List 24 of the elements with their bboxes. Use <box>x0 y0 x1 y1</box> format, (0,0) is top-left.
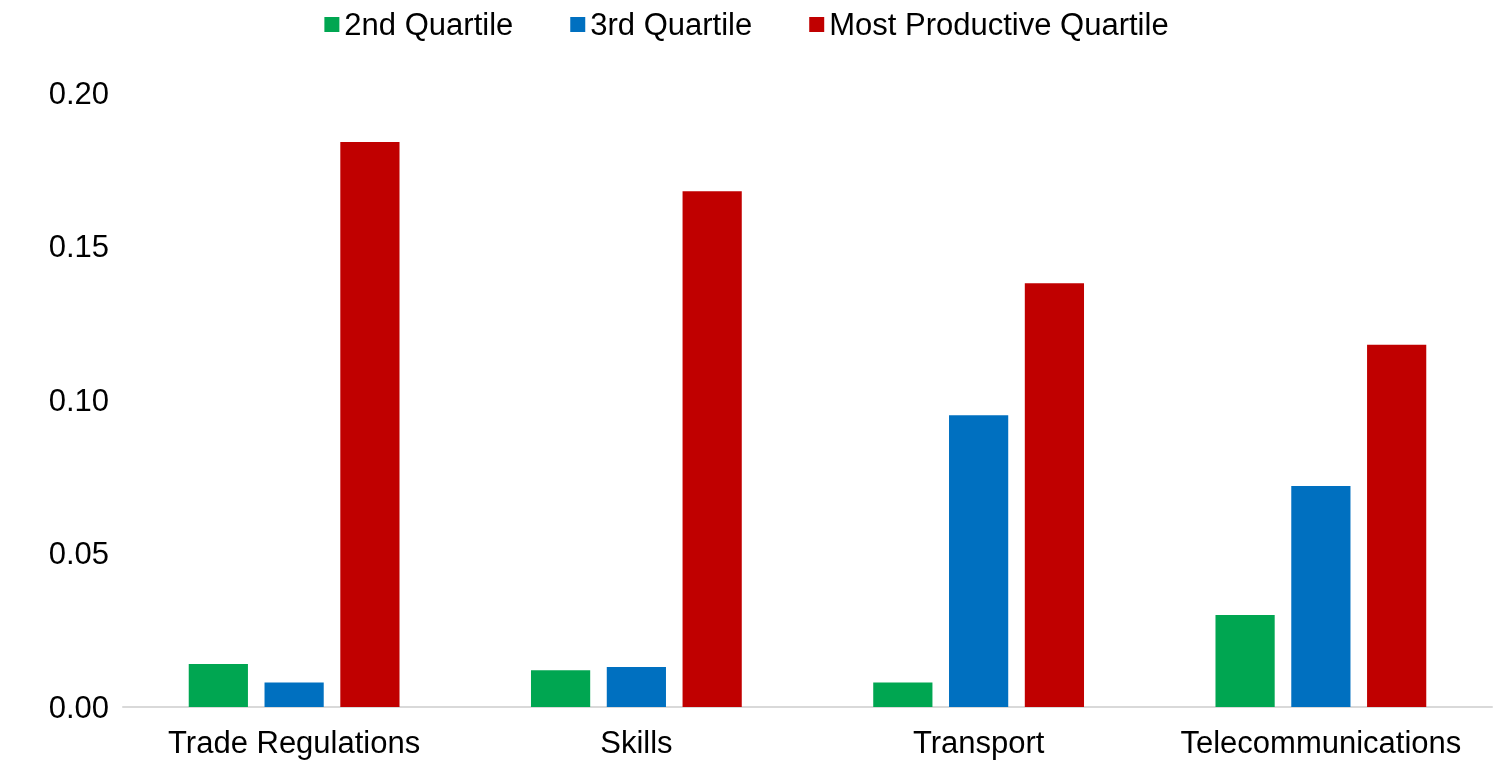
x-tick-label: Transport <box>912 725 1045 760</box>
y-tick-label: 0.00 <box>48 689 109 725</box>
bar <box>949 415 1009 707</box>
x-tick-label: Telecommunications <box>1180 725 1462 760</box>
y-tick-label: 0.10 <box>48 382 109 418</box>
bar <box>188 664 248 707</box>
bar <box>682 191 742 707</box>
y-tick-label: 0.05 <box>48 536 109 571</box>
bar <box>264 682 324 707</box>
bar <box>1024 283 1085 707</box>
bar <box>1291 485 1351 707</box>
bar <box>1367 344 1427 707</box>
bar <box>1215 614 1275 707</box>
x-tick-label: Trade Regulations <box>168 725 421 760</box>
y-tick-label: 0.15 <box>48 229 109 264</box>
x-tick-label: Skills <box>600 725 673 760</box>
legend-label: 3rd Quartile <box>590 7 753 42</box>
bar <box>873 682 933 707</box>
bar <box>606 667 666 707</box>
bar <box>340 142 400 707</box>
legend-label: 2nd Quartile <box>344 7 514 42</box>
bar <box>530 670 591 707</box>
y-tick-label: 0.20 <box>48 75 109 111</box>
legend-label: Most Productive Quartile <box>829 7 1169 42</box>
